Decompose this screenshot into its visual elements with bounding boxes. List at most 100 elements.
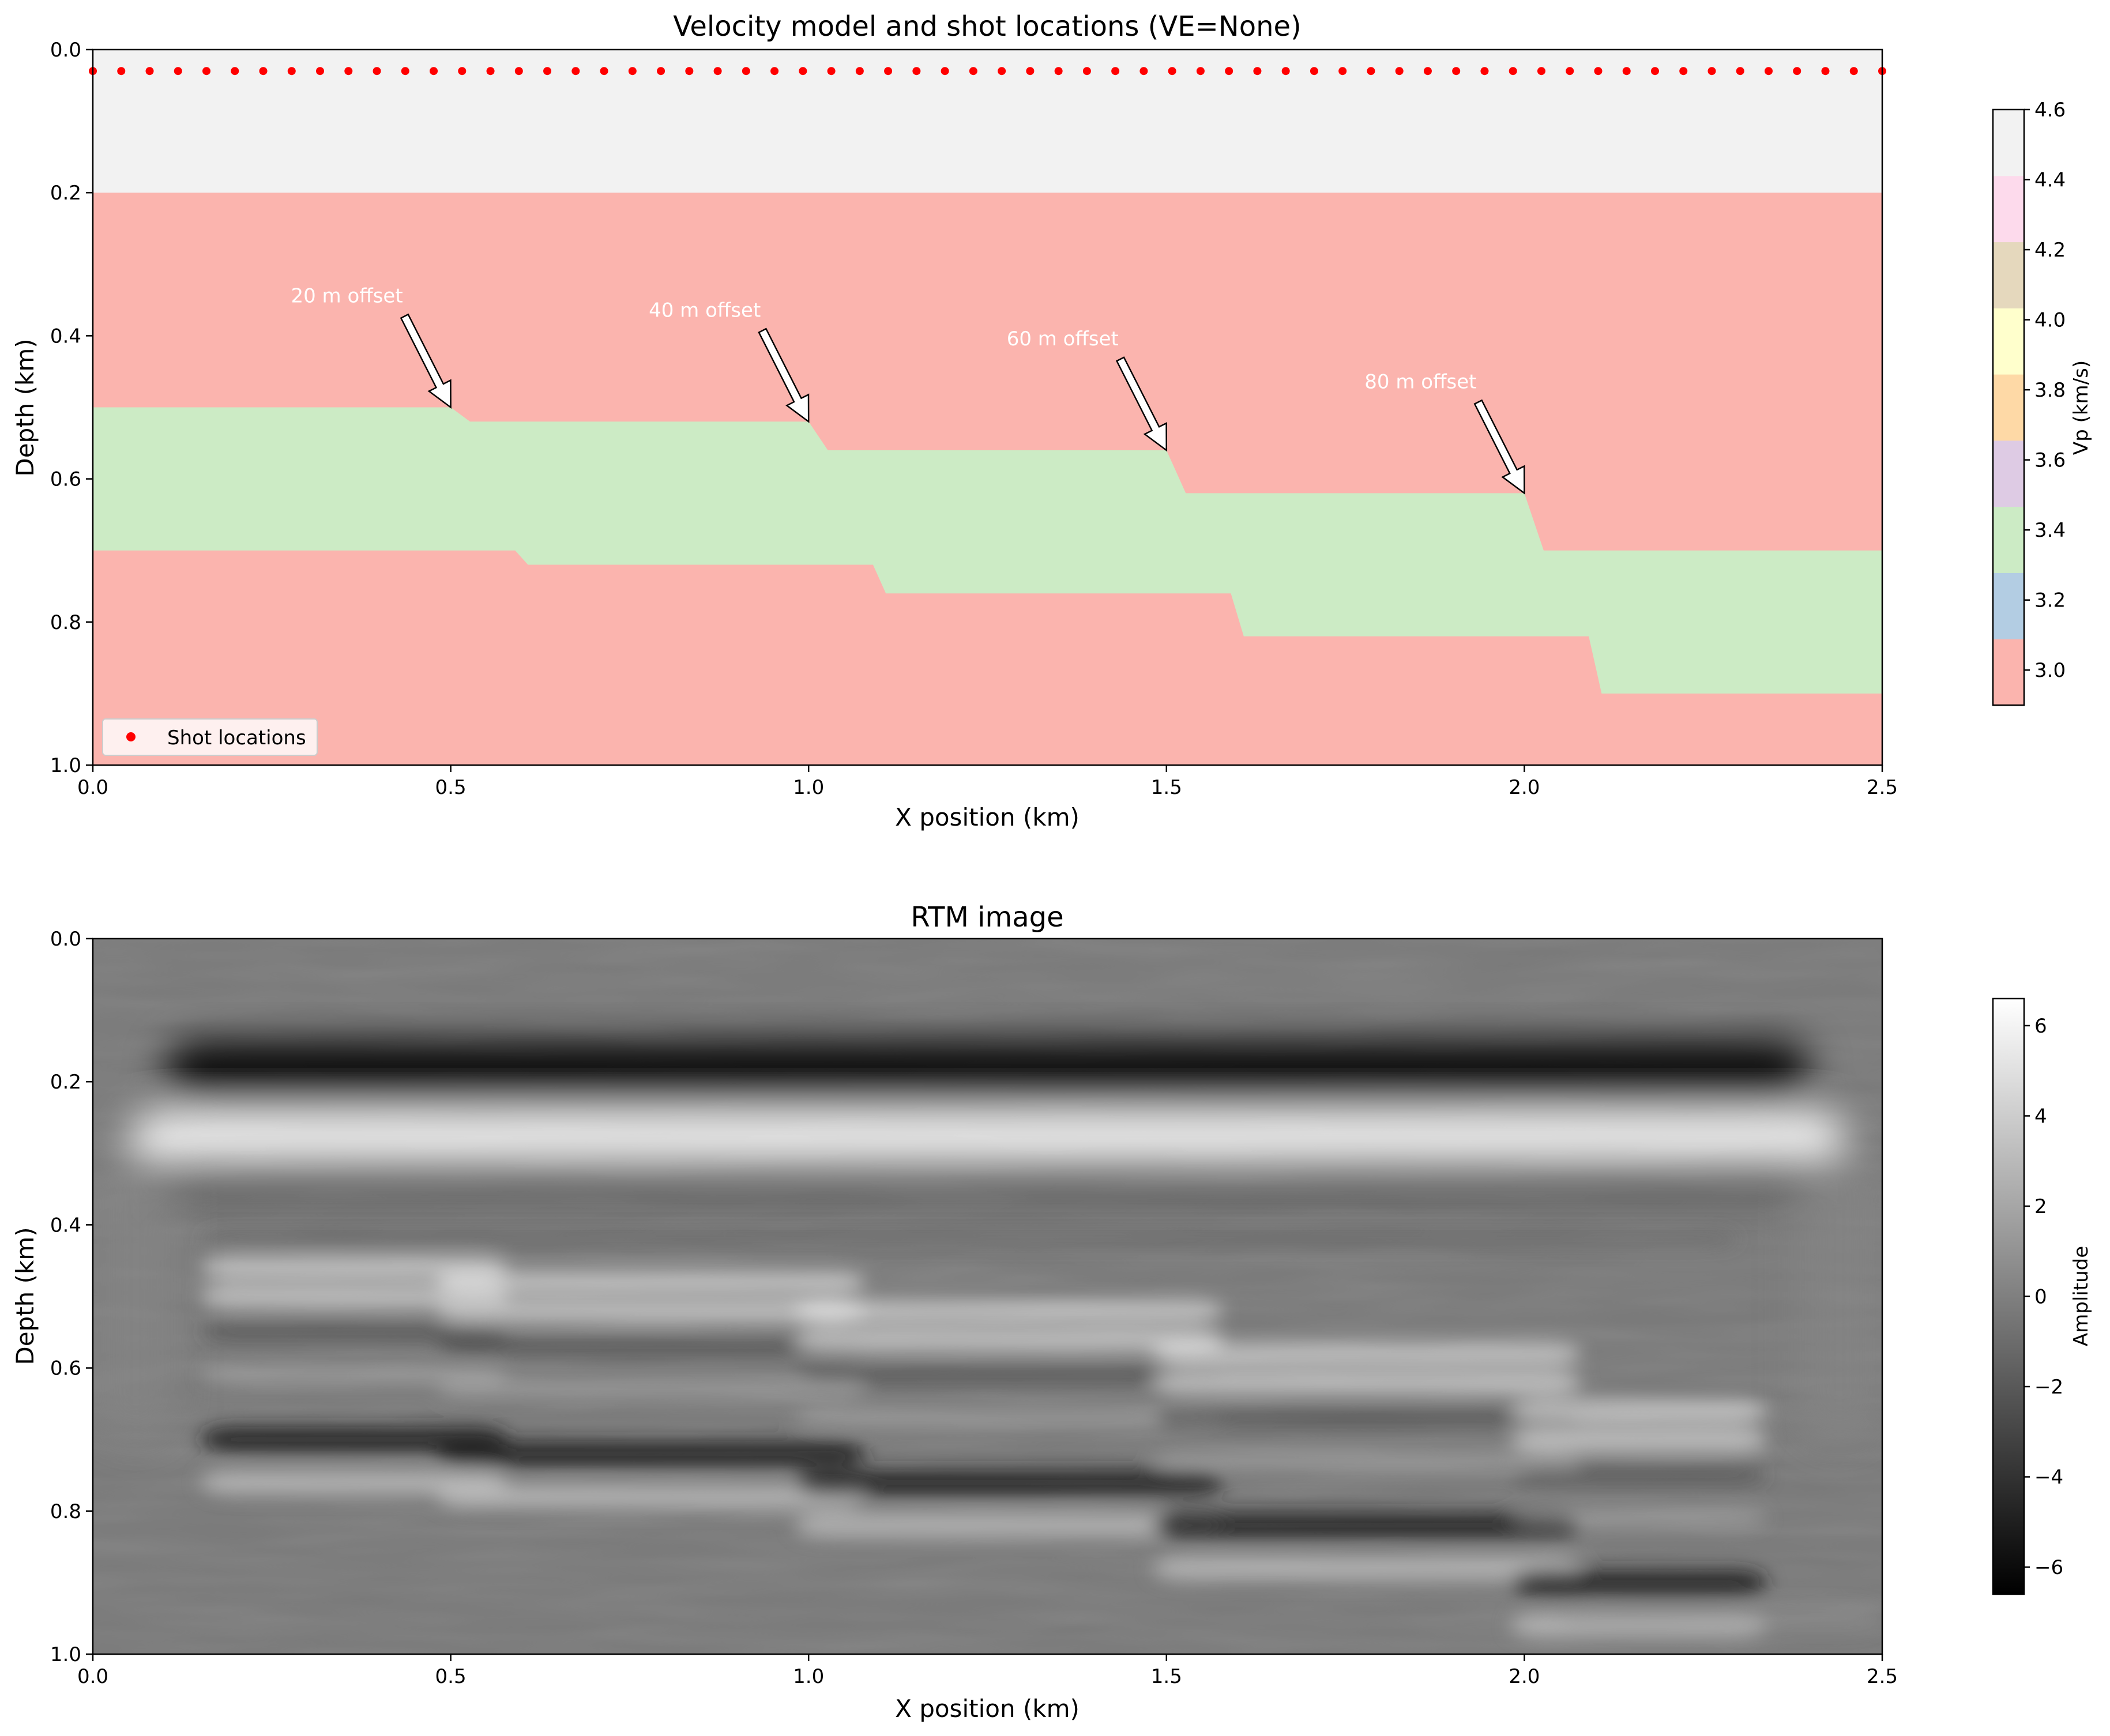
y-tick-label: 0.6: [50, 468, 81, 491]
shot-marker: [1480, 67, 1489, 76]
plot-frame: [92, 48, 1883, 766]
shot-marker: [855, 67, 864, 76]
shot-marker: [316, 67, 325, 76]
y-axis-ticks: 0.0 0.2 0.4 0.6 0.8 1.0: [50, 39, 93, 777]
legend-label: Shot locations: [167, 726, 306, 750]
shot-marker: [1423, 67, 1432, 76]
shot-marker: [685, 67, 694, 76]
colorbar-tick-label: 6: [2034, 1015, 2047, 1038]
shot-marker: [373, 67, 381, 76]
y-tick-label: 0.2: [50, 182, 81, 205]
colorbar-label: Amplitude: [2070, 1246, 2093, 1346]
offset-arrow: [758, 327, 810, 423]
shot-marker: [259, 67, 268, 76]
shot-marker: [1849, 67, 1858, 76]
colorbar-swatches: [1993, 110, 2024, 706]
y-tick-label: 0.8: [50, 611, 81, 634]
x-tick-label: 1.0: [793, 776, 824, 799]
y-axis-label: Depth (km): [11, 1227, 39, 1365]
colorbar-gradient: [1993, 999, 2024, 1594]
x-tick-label: 0.5: [435, 1665, 467, 1688]
shot-marker: [1452, 67, 1461, 76]
colorbar-tick-label: 3.0: [2034, 659, 2066, 682]
shot-marker: [1537, 67, 1545, 76]
shot-marker: [344, 67, 353, 76]
colorbar-swatch: [1993, 506, 2024, 573]
y-tick-label: 1.0: [50, 1643, 81, 1666]
shot-marker: [1338, 67, 1347, 76]
colorbar-swatch: [1993, 374, 2024, 441]
shot-marker: [600, 67, 608, 76]
y-tick-label: 0.8: [50, 1500, 81, 1523]
colorbar-swatch: [1993, 242, 2024, 308]
shot-marker: [998, 67, 1006, 76]
shot-marker: [657, 67, 665, 76]
x-tick-label: 2.0: [1509, 776, 1540, 799]
offset-arrow: [1473, 399, 1525, 495]
shot-marker: [514, 67, 523, 76]
shot-marker: [145, 67, 154, 76]
y-tick-label: 0.0: [50, 928, 81, 951]
y-tick-label: 0.2: [50, 1071, 81, 1094]
x-tick-label: 0.0: [77, 1665, 108, 1688]
shot-marker: [174, 67, 182, 76]
thin-bed-layer: [93, 407, 1882, 694]
x-axis-ticks: 0.0 0.5 1.0 1.5 2.0 2.5: [77, 765, 1898, 799]
x-axis-label: X position (km): [895, 1694, 1080, 1723]
shot-marker: [1139, 67, 1148, 76]
shot-marker: [1281, 67, 1290, 76]
shot-markers: [89, 67, 1886, 76]
legend-shot-marker: [126, 732, 136, 741]
colorbar-swatch: [1993, 175, 2024, 243]
y-tick-label: 0.0: [50, 39, 81, 62]
shot-marker: [287, 67, 296, 76]
shot-marker: [486, 67, 495, 76]
shot-marker: [1793, 67, 1801, 76]
colorbar-tick-label: −4: [2034, 1466, 2063, 1489]
shot-marker: [1168, 67, 1176, 76]
x-axis-ticks: 0.0 0.5 1.0 1.5 2.0 2.5: [77, 1654, 1898, 1688]
x-tick-label: 2.5: [1867, 1665, 1898, 1688]
colorbar-tick-label: 3.8: [2034, 379, 2066, 402]
shot-marker: [827, 67, 836, 76]
rtm-image: [93, 939, 1882, 1654]
x-tick-label: 0.5: [435, 776, 467, 799]
colorbar-swatch: [1993, 573, 2024, 639]
offset-label: 60 m offset: [1007, 327, 1119, 351]
y-tick-label: 0.4: [50, 1214, 81, 1237]
shot-marker: [231, 67, 239, 76]
shot-marker: [1821, 67, 1830, 76]
shot-marker: [1509, 67, 1517, 76]
colorbar-tick-label: 3.6: [2034, 449, 2066, 472]
chart-title: RTM image: [911, 901, 1063, 933]
colorbar-frame: [1992, 108, 2025, 706]
shot-marker: [1622, 67, 1631, 76]
shot-marker: [1736, 67, 1744, 76]
colorbar-tick-label: 3.2: [2034, 589, 2066, 612]
shot-marker: [1707, 67, 1716, 76]
colorbar-ticks: 6 4 2 0 −2 −4 −6: [2024, 1015, 2063, 1579]
shot-marker: [799, 67, 807, 76]
offset-arrow: [400, 313, 452, 409]
colorbar-tick-label: 2: [2034, 1195, 2047, 1218]
shot-marker: [202, 67, 211, 76]
shot-marker: [770, 67, 779, 76]
y-tick-label: 0.6: [50, 1357, 81, 1380]
x-axis-label: X position (km): [895, 803, 1080, 831]
shot-marker: [1225, 67, 1233, 76]
colorbar-tick-label: 4.4: [2034, 169, 2066, 192]
shot-marker: [1395, 67, 1404, 76]
y-tick-label: 0.4: [50, 325, 81, 348]
shot-marker: [1566, 67, 1574, 76]
top-layer: [93, 50, 1882, 193]
shot-marker: [1082, 67, 1091, 76]
colorbar-tick-label: 3.4: [2034, 519, 2066, 542]
shot-marker: [1026, 67, 1035, 76]
shot-marker: [969, 67, 977, 76]
colorbar-swatch: [1993, 440, 2024, 507]
colorbar-tick-label: 4: [2034, 1105, 2047, 1128]
x-tick-label: 1.0: [793, 1665, 824, 1688]
shot-marker: [571, 67, 580, 76]
shot-marker: [628, 67, 637, 76]
shot-marker: [1650, 67, 1659, 76]
